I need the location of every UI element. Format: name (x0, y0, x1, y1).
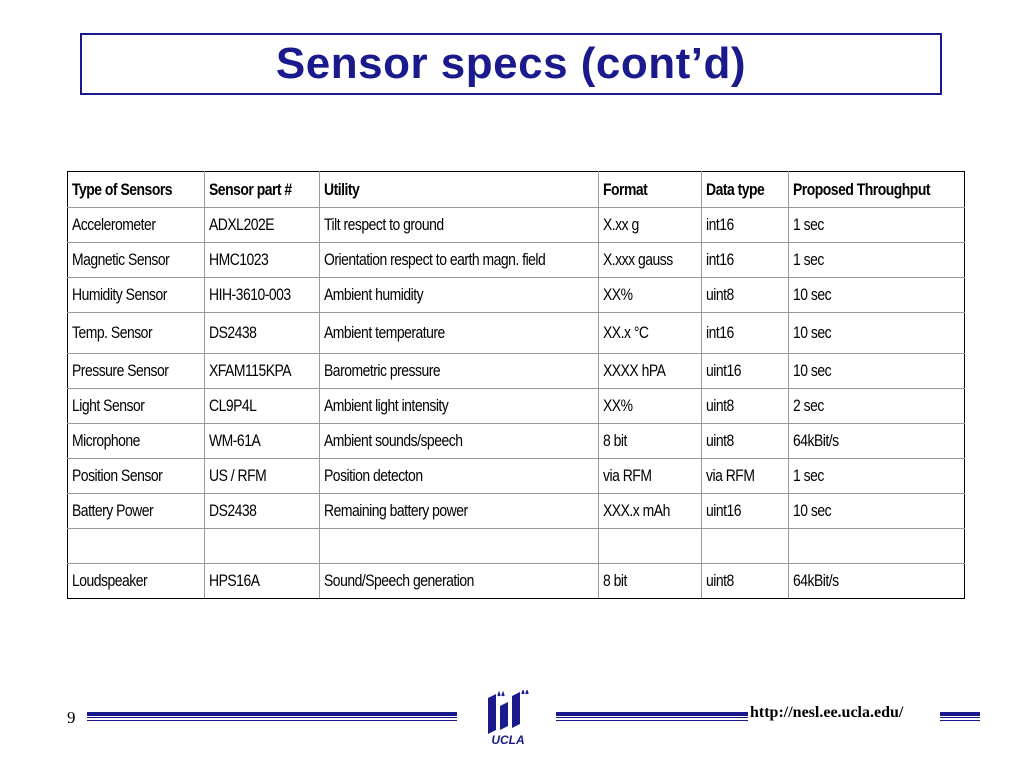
table-cell: Position Sensor (67, 458, 205, 494)
table-cell: HPS16A (204, 563, 320, 599)
table-cell: uint8 (700, 388, 789, 424)
table-cell: DS2438 (204, 493, 320, 529)
table-cell: Ambient temperature (319, 312, 599, 354)
table-cell: Loudspeaker (67, 563, 205, 599)
table-row: Magnetic Sensor HMC1023 Orientation resp… (67, 242, 965, 278)
table-cell (597, 528, 702, 564)
table-cell: XX.x °C (597, 312, 702, 354)
table-cell: int16 (700, 207, 789, 243)
table-cell: 8 bit (597, 563, 702, 599)
table-cell: ADXL202E (204, 207, 320, 243)
table-cell: DS2438 (204, 312, 320, 354)
table-row: Light Sensor CL9P4L Ambient light intens… (67, 388, 965, 424)
table-cell: int16 (700, 312, 789, 354)
table-cell: via RFM (700, 458, 789, 494)
table-cell: Barometric pressure (319, 353, 599, 389)
table-cell: 1 sec (787, 458, 965, 494)
table-cell: Position detecton (319, 458, 599, 494)
table-cell: Sound/Speech generation (319, 563, 599, 599)
table-cell: Humidity Sensor (67, 277, 205, 313)
table-row: Accelerometer ADXL202E Tilt respect to g… (67, 207, 965, 243)
table-row: Position Sensor US / RFM Position detect… (67, 458, 965, 494)
table-cell: 8 bit (597, 423, 702, 459)
table-cell: US / RFM (204, 458, 320, 494)
logo-text: UCLA (491, 733, 524, 746)
table-cell: 64kBit/s (787, 563, 965, 599)
footer-divider-end (940, 712, 980, 718)
ucla-logo-icon: UCLA (488, 690, 529, 746)
footer-divider-right (556, 712, 748, 718)
table-cell: 64kBit/s (787, 423, 965, 459)
column-header: Format (597, 171, 702, 208)
table-cell: Pressure Sensor (67, 353, 205, 389)
column-header: Type of Sensors (67, 171, 205, 208)
table-cell: uint8 (700, 277, 789, 313)
table-cell: Light Sensor (67, 388, 205, 424)
column-header: Data type (700, 171, 789, 208)
table-row-empty (67, 528, 965, 564)
sensor-specs-table: Type of Sensors Sensor part # Utility Fo… (67, 171, 965, 599)
table-cell (319, 528, 599, 564)
table-cell: Microphone (67, 423, 205, 459)
table-cell: uint16 (700, 353, 789, 389)
table-cell: 10 sec (787, 353, 965, 389)
table-cell: uint8 (700, 563, 789, 599)
table-cell: Orientation respect to earth magn. field (319, 242, 599, 278)
footer-divider-end-thin (940, 720, 980, 721)
table-row: Battery Power DS2438 Remaining battery p… (67, 493, 965, 529)
table-cell: Magnetic Sensor (67, 242, 205, 278)
table-cell: XX% (597, 388, 702, 424)
table-cell: 10 sec (787, 277, 965, 313)
table-cell: 1 sec (787, 207, 965, 243)
table-cell: HIH-3610-003 (204, 277, 320, 313)
table-cell: 10 sec (787, 312, 965, 354)
title-box: Sensor specs (cont’d) (80, 33, 942, 95)
table-cell: X.xxx gauss (597, 242, 702, 278)
footer-url-link[interactable]: http://nesl.ee.ucla.edu/ (750, 704, 904, 721)
table-cell: Remaining battery power (319, 493, 599, 529)
table-cell (67, 528, 205, 564)
table-cell: WM-61A (204, 423, 320, 459)
table-cell: X.xx g (597, 207, 702, 243)
table-cell (787, 528, 965, 564)
table-cell: Battery Power (67, 493, 205, 529)
table-cell: int16 (700, 242, 789, 278)
table-cell: uint8 (700, 423, 789, 459)
table-cell: via RFM (597, 458, 702, 494)
table-cell: Ambient humidity (319, 277, 599, 313)
table-cell: XXXX hPA (597, 353, 702, 389)
table-row: Microphone WM-61A Ambient sounds/speech … (67, 423, 965, 459)
table-row: Humidity Sensor HIH-3610-003 Ambient hum… (67, 277, 965, 313)
slide-title: Sensor specs (cont’d) (275, 39, 747, 88)
table-cell: Temp. Sensor (67, 312, 205, 354)
table-cell: Tilt respect to ground (319, 207, 599, 243)
table-cell: HMC1023 (204, 242, 320, 278)
footer-divider-left (87, 712, 457, 718)
column-header: Utility (319, 171, 599, 208)
table-row: Pressure Sensor XFAM115KPA Barometric pr… (67, 353, 965, 389)
footer-divider-right-thin (556, 720, 748, 721)
table-cell: 1 sec (787, 242, 965, 278)
column-header: Proposed Throughput (787, 171, 965, 208)
page-number: 9 (67, 708, 76, 727)
table-cell: uint16 (700, 493, 789, 529)
table-cell: XX% (597, 277, 702, 313)
table-row: Loudspeaker HPS16A Sound/Speech generati… (67, 563, 965, 599)
table-header-row: Type of Sensors Sensor part # Utility Fo… (67, 171, 965, 208)
column-header: Sensor part # (204, 171, 320, 208)
table-cell (700, 528, 789, 564)
table-cell: Ambient sounds/speech (319, 423, 599, 459)
table-cell: 10 sec (787, 493, 965, 529)
table-cell: 2 sec (787, 388, 965, 424)
table-cell: CL9P4L (204, 388, 320, 424)
table-cell: Accelerometer (67, 207, 205, 243)
table-cell: Ambient light intensity (319, 388, 599, 424)
table-cell: XXX.x mAh (597, 493, 702, 529)
table-cell: XFAM115KPA (204, 353, 320, 389)
table-cell (204, 528, 320, 564)
footer-divider-left-thin (87, 720, 457, 721)
table-row: Temp. Sensor DS2438 Ambient temperature … (67, 312, 965, 354)
